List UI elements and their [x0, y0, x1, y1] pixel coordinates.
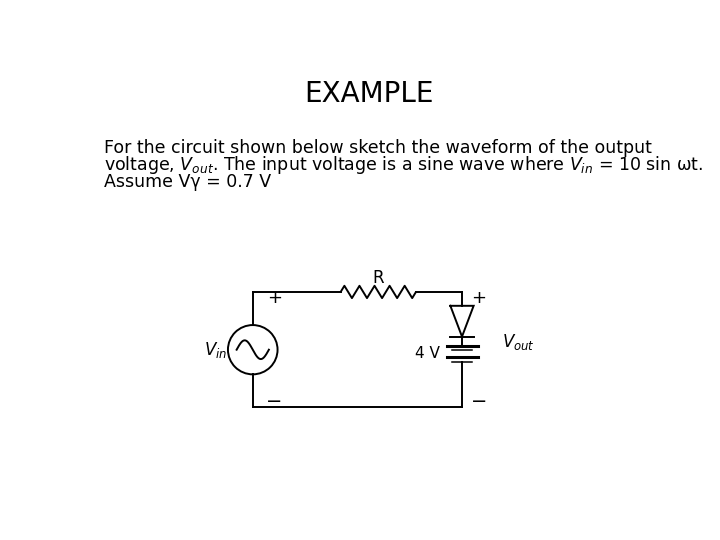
Text: 4 V: 4 V [415, 347, 441, 361]
Text: $V_{out}$: $V_{out}$ [503, 332, 535, 352]
Text: −: − [471, 392, 487, 411]
Text: For the circuit shown below sketch the waveform of the output: For the circuit shown below sketch the w… [104, 139, 652, 157]
Text: voltage, $V_{out}$. The input voltage is a sine wave where $V_{in}$ = 10 sin ωt.: voltage, $V_{out}$. The input voltage is… [104, 154, 703, 176]
Text: +: + [472, 289, 487, 307]
Text: −: − [266, 392, 283, 411]
Text: R: R [372, 269, 384, 287]
Text: EXAMPLE: EXAMPLE [305, 80, 433, 108]
Text: $V_{in}$: $V_{in}$ [204, 340, 227, 360]
Text: +: + [267, 289, 282, 307]
Text: Assume Vγ = 0.7 V: Assume Vγ = 0.7 V [104, 173, 271, 191]
